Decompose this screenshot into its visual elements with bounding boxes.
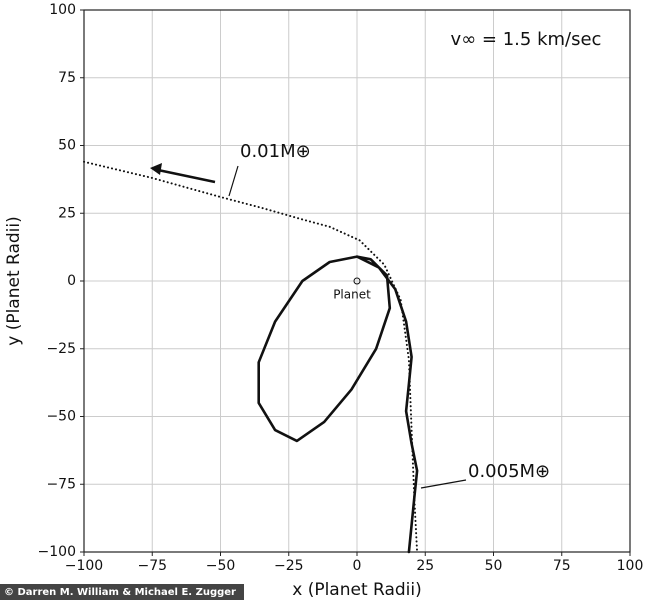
x-tick-label: 25: [416, 558, 434, 574]
x-tick-label: 0: [353, 558, 362, 574]
x-tick-label: 100: [617, 558, 644, 574]
trajectory: [257, 255, 419, 554]
leader-line: [420, 479, 467, 489]
y-tick-label: −50: [46, 409, 76, 425]
planet-marker: [353, 277, 361, 285]
direction-arrow: [157, 168, 216, 184]
series-label: 0.005M⊕: [468, 461, 550, 482]
y-axis-label: y (Planet Radii): [4, 216, 24, 346]
planet-label: Planet: [333, 288, 371, 302]
x-tick-label: 50: [485, 558, 503, 574]
x-axis-label: x (Planet Radii): [292, 580, 422, 600]
y-tick-label: 50: [58, 138, 76, 154]
y-tick-label: 0: [67, 273, 76, 289]
x-tick-label: −50: [206, 558, 236, 574]
x-tick-label: −75: [137, 558, 167, 574]
series-label: 0.01M⊕: [240, 141, 311, 162]
x-tick-label: −25: [274, 558, 304, 574]
trajectory: [83, 160, 419, 553]
credit: © Darren M. William & Michael E. Zugger: [4, 587, 236, 598]
x-tick-label: 75: [553, 558, 571, 574]
arrow-head: [150, 163, 162, 175]
y-tick-label: 75: [58, 70, 76, 86]
credit-box: [0, 584, 244, 600]
x-tick-label: −100: [65, 558, 103, 574]
y-tick-label: −100: [38, 544, 76, 560]
y-tick-label: −75: [46, 476, 76, 492]
leader-line: [228, 165, 239, 197]
y-tick-label: 25: [58, 205, 76, 221]
velocity-label: v∞ = 1.5 km/sec: [451, 29, 602, 50]
y-tick-label: 100: [49, 2, 76, 18]
y-tick-label: −25: [46, 341, 76, 357]
